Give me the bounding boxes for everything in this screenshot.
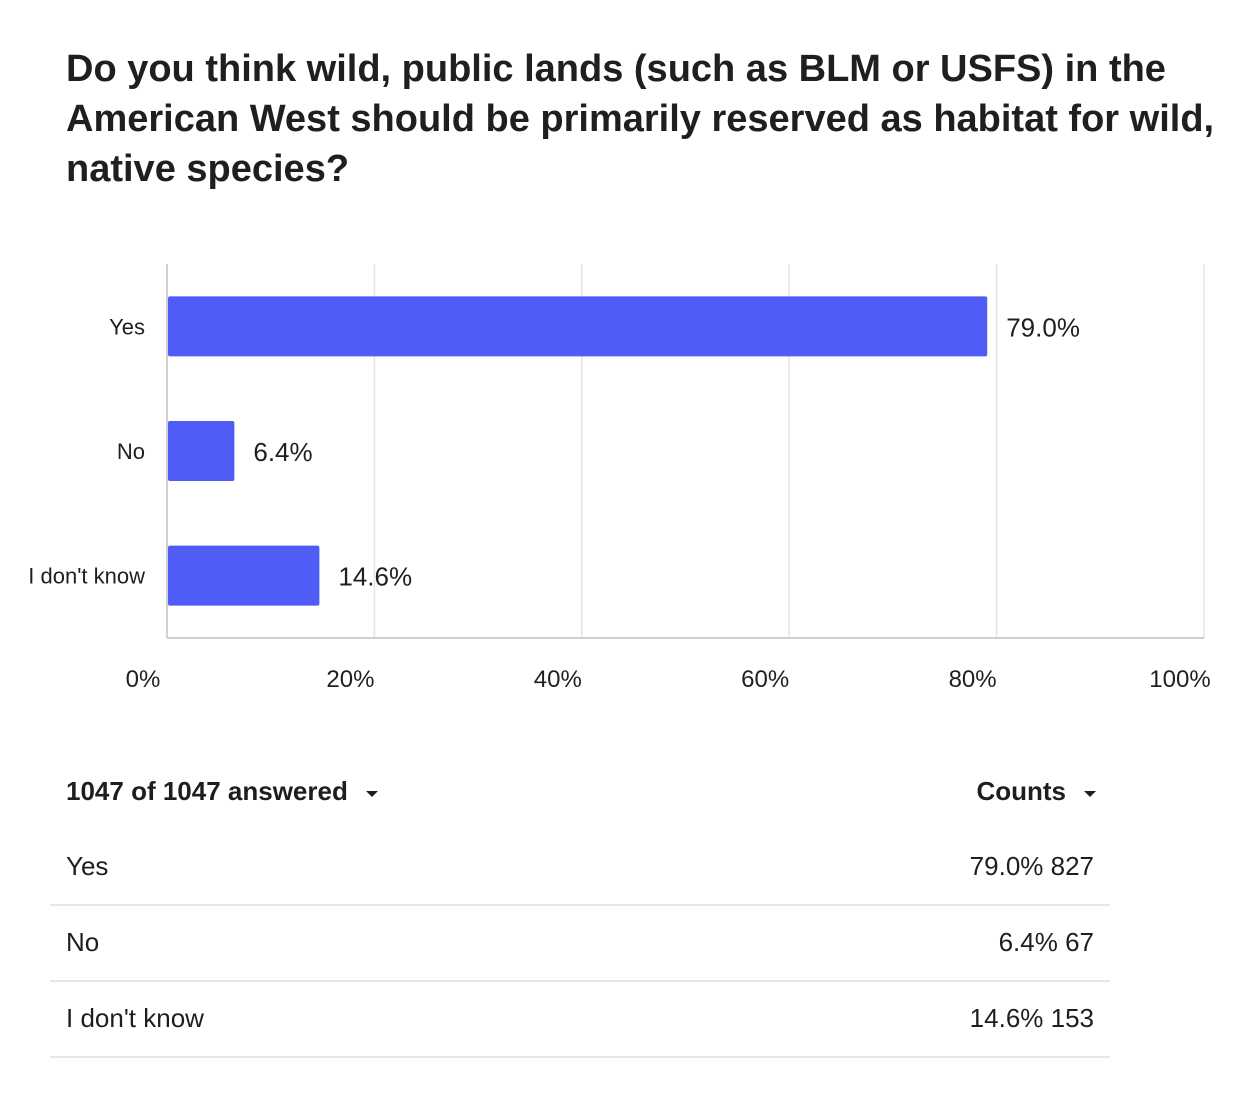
counts-dropdown[interactable]: Counts [976,776,1096,807]
table-row: I don't know 14.6% 153 [50,982,1110,1058]
question-title: Do you think wild, public lands (such as… [66,48,1215,190]
table-row: Yes 79.0% 827 [50,830,1110,906]
counts-label: Counts [976,776,1066,806]
row-value: 79.0% 827 [969,851,1094,881]
x-tick-label: 40% [534,666,582,693]
data-label: 14.6% [338,562,412,592]
data-label: 79.0% [1006,312,1080,342]
x-tick-label: 100% [1149,666,1210,693]
answered-label: 1047 of 1047 answered [66,776,348,806]
table-row: No 6.4% 67 [50,906,1110,982]
data-label: 6.4% [253,437,312,467]
bar [168,296,988,357]
caret-down-icon [365,790,378,797]
bar-chart: Yes 79.0% No 6.4% I don't know 14.6% 0% 20% 40% 6… [28,264,1211,693]
table-header: 1047 of 1047 answered Counts [66,776,1096,812]
x-tick-label: 0% [126,666,161,693]
bar [168,421,235,481]
results-table: Yes 79.0% 827 No 6.4% 67 I don't know 14… [50,830,1110,1058]
row-value: 14.6% 153 [969,1003,1094,1033]
row-label: No [66,927,100,957]
row-label: Yes [66,851,109,881]
row-label: I don't know [66,1003,204,1033]
bar [168,545,320,606]
x-tick-label: 60% [741,666,789,693]
category-label: I don't know [28,564,145,589]
category-label: Yes [109,314,145,339]
caret-down-icon [1084,790,1096,797]
row-value: 6.4% 67 [998,927,1094,957]
category-label: No [117,439,145,464]
answered-dropdown[interactable]: 1047 of 1047 answered [66,776,378,807]
x-tick-label: 20% [326,666,374,693]
x-tick-label: 80% [949,666,997,693]
